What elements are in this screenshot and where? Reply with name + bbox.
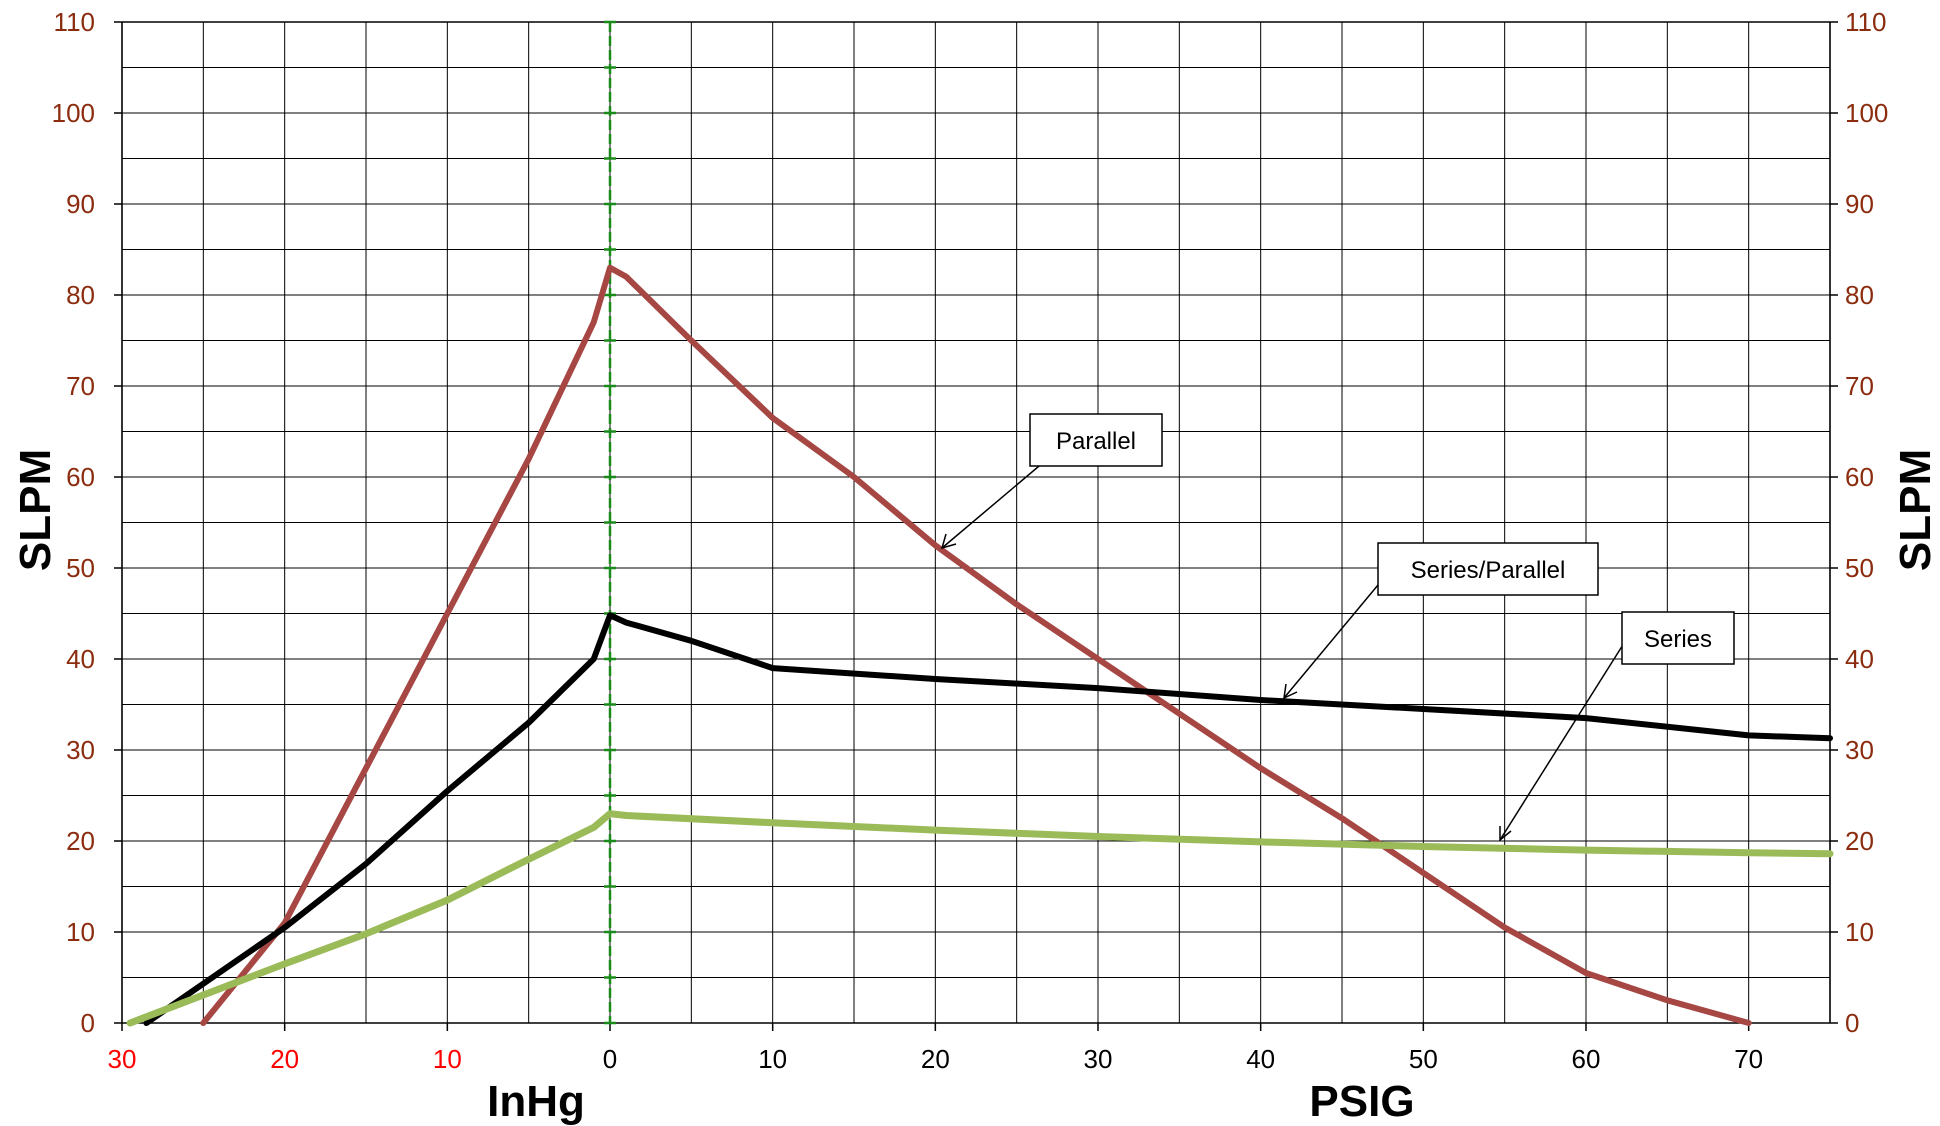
x-tick-label-pressure: 60 — [1572, 1044, 1601, 1074]
callout-arrowhead — [1283, 683, 1298, 700]
series-layer — [126, 264, 1834, 1027]
callout-series: Series — [1499, 611, 1735, 842]
x-tick-label-pressure: 70 — [1734, 1044, 1763, 1074]
y-tick-label-right: 90 — [1845, 189, 1874, 219]
x-tick-label-vacuum: 20 — [270, 1044, 299, 1074]
callout-arrow — [1499, 639, 1627, 841]
y-tick-label-left: 10 — [66, 917, 95, 947]
y-tick-label-left: 0 — [81, 1008, 95, 1038]
y-tick-label-right: 60 — [1845, 462, 1874, 492]
y-tick-label-left: 20 — [66, 826, 95, 856]
callout-box — [1621, 611, 1735, 665]
y-tick-label-right: 70 — [1845, 371, 1874, 401]
callout-arrow — [1283, 584, 1379, 699]
y-tick-label-right: 110 — [1845, 7, 1886, 37]
y-tick-label-left: 40 — [66, 644, 95, 674]
x-tick-label-pressure: 50 — [1409, 1044, 1438, 1074]
callout-arrowhead — [940, 533, 957, 550]
x-tick-label-vacuum: 30 — [108, 1044, 137, 1074]
x-axis-title-vacuum: InHg — [487, 1077, 585, 1126]
x-tick-label-pressure: 10 — [758, 1044, 787, 1074]
y-tick-label-left: 70 — [66, 371, 95, 401]
y-tick-label-left: 30 — [66, 735, 95, 765]
y-tick-label-left: 60 — [66, 462, 95, 492]
y-tick-label-left: 80 — [66, 280, 95, 310]
y-tick-label-right: 40 — [1845, 644, 1874, 674]
series-line-series — [126, 810, 1834, 1027]
grid-lines — [114, 21, 1838, 1031]
x-tick-label-vacuum: 10 — [433, 1044, 462, 1074]
callout-parallel: Parallel — [940, 413, 1163, 550]
x-tick-label-pressure: 30 — [1084, 1044, 1113, 1074]
y-axis-title-right: SLPM — [1891, 449, 1940, 571]
y-tick-label-right: 50 — [1845, 553, 1874, 583]
callout-label: Series — [1644, 626, 1712, 653]
callout-arrowhead — [1499, 826, 1512, 842]
zero-divider — [604, 20, 616, 1025]
callout-label: Series/Parallel — [1411, 557, 1566, 584]
callout-series-parallel: Series/Parallel — [1283, 542, 1599, 700]
series-line-series-parallel — [143, 612, 1833, 1026]
callout-label: Parallel — [1056, 428, 1136, 455]
callout-box — [1029, 413, 1163, 467]
y-tick-label-right: 20 — [1845, 826, 1874, 856]
x-tick-label-pressure: 40 — [1246, 1044, 1275, 1074]
y-axis-title-left: SLPM — [11, 449, 60, 571]
y-tick-label-left: 90 — [66, 189, 95, 219]
tick-labels: 0 0 10 10 20 20 30 30 40 40 50 50 60 60 70 70 80 80 90 90 10… — [52, 7, 1889, 1074]
y-tick-label-right: 10 — [1845, 917, 1874, 947]
y-tick-label-left: 50 — [66, 553, 95, 583]
y-tick-label-left: 110 — [54, 7, 95, 37]
x-axis-title-pressure: PSIG — [1309, 1077, 1414, 1126]
x-tick-label-pressure: 0 — [603, 1044, 617, 1074]
y-tick-label-right: 30 — [1845, 735, 1874, 765]
callout-box — [1377, 542, 1599, 596]
y-tick-label-right: 100 — [1845, 98, 1888, 128]
y-tick-label-right: 80 — [1845, 280, 1874, 310]
series-line-parallel — [200, 264, 1752, 1026]
x-tick-label-pressure: 20 — [921, 1044, 950, 1074]
y-tick-label-right: 0 — [1845, 1008, 1859, 1038]
y-tick-label-left: 100 — [52, 98, 95, 128]
